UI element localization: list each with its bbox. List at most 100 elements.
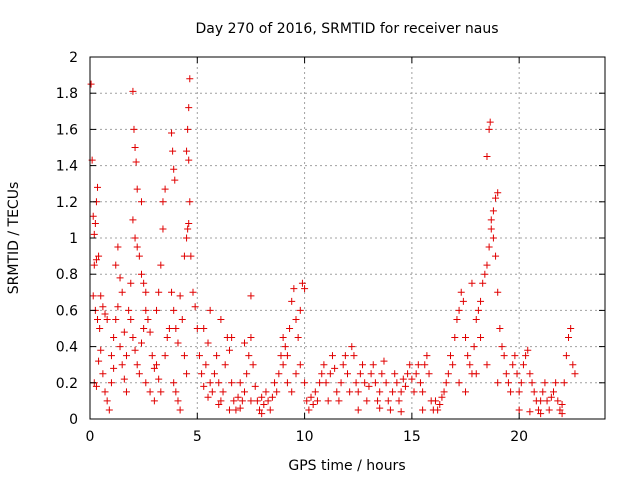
data-point <box>96 325 104 332</box>
data-point <box>142 288 150 296</box>
data-point <box>172 388 180 396</box>
data-point <box>185 104 193 112</box>
data-point <box>95 357 103 365</box>
data-point <box>129 334 137 342</box>
data-point <box>470 343 478 351</box>
y-tick-label: 1.8 <box>56 86 78 102</box>
data-point <box>307 393 315 401</box>
data-point <box>172 325 180 332</box>
data-point <box>492 252 500 260</box>
data-point <box>335 397 343 405</box>
data-point <box>305 406 313 414</box>
data-point <box>537 397 545 405</box>
data-point <box>125 306 133 314</box>
data-point <box>103 397 111 405</box>
data-point <box>279 361 287 369</box>
data-point <box>163 334 171 342</box>
data-point <box>511 352 519 360</box>
data-point <box>534 406 542 414</box>
data-point <box>472 370 480 378</box>
data-point <box>416 379 424 387</box>
data-point <box>290 285 298 293</box>
data-points <box>87 75 579 418</box>
data-point <box>245 352 253 360</box>
data-point <box>489 234 497 242</box>
data-point <box>186 198 194 206</box>
data-point <box>350 352 358 360</box>
data-point <box>526 408 534 416</box>
data-point <box>444 370 452 378</box>
data-point <box>153 306 161 314</box>
data-point <box>193 325 201 332</box>
data-point <box>140 279 148 287</box>
data-point <box>425 370 433 378</box>
data-point <box>161 352 169 360</box>
data-point <box>91 220 99 228</box>
data-point <box>393 379 401 387</box>
data-point <box>101 388 109 396</box>
data-point <box>133 185 141 193</box>
data-point <box>271 379 279 387</box>
data-point <box>150 397 158 405</box>
data-point <box>262 388 270 396</box>
data-point <box>494 288 502 296</box>
data-point <box>135 252 143 260</box>
data-point <box>232 406 240 414</box>
data-point <box>103 315 111 323</box>
data-point <box>273 388 281 396</box>
data-point <box>408 375 416 383</box>
data-point <box>99 370 107 378</box>
data-point <box>204 339 212 347</box>
data-point <box>249 361 257 369</box>
data-point <box>530 388 538 396</box>
data-point <box>494 189 502 197</box>
data-point <box>485 243 493 251</box>
data-point <box>565 334 573 342</box>
data-point <box>567 325 575 332</box>
data-point <box>376 388 384 396</box>
data-point <box>517 379 525 387</box>
data-point <box>526 370 534 378</box>
data-point <box>539 388 547 396</box>
data-point <box>363 397 371 405</box>
data-point <box>500 352 508 360</box>
data-point <box>127 315 135 323</box>
data-point <box>142 379 150 387</box>
data-point <box>440 388 448 396</box>
data-point <box>294 334 302 342</box>
data-point <box>292 315 300 323</box>
data-point <box>247 397 255 405</box>
axis-ticks <box>89 56 605 420</box>
y-axis-title: SRMTID / TECUs <box>6 182 22 295</box>
data-point <box>421 361 429 369</box>
data-point <box>219 388 227 396</box>
data-point <box>496 325 504 332</box>
data-point <box>378 370 386 378</box>
data-point <box>133 243 141 251</box>
data-point <box>146 388 154 396</box>
data-point <box>129 216 137 224</box>
data-point <box>494 379 502 387</box>
data-point <box>419 406 427 414</box>
data-point <box>558 410 566 418</box>
data-point <box>419 388 427 396</box>
data-point <box>318 370 326 378</box>
data-point <box>184 125 192 133</box>
data-point <box>161 185 169 193</box>
data-point <box>457 288 465 296</box>
data-point <box>122 388 130 396</box>
data-point <box>504 379 512 387</box>
data-point <box>168 288 176 296</box>
data-point <box>112 261 120 269</box>
data-point <box>247 292 255 300</box>
data-point <box>140 325 148 332</box>
data-point <box>288 388 296 396</box>
data-point <box>107 352 115 360</box>
y-tick-labels: 0 0.2 0.4 0.6 0.8 1 1.2 1.4 1.6 1.8 2 <box>56 50 78 428</box>
data-point <box>275 370 283 378</box>
data-point <box>268 393 276 401</box>
data-point <box>515 388 523 396</box>
data-point <box>187 252 195 260</box>
data-point <box>92 382 100 390</box>
data-point <box>221 361 229 369</box>
